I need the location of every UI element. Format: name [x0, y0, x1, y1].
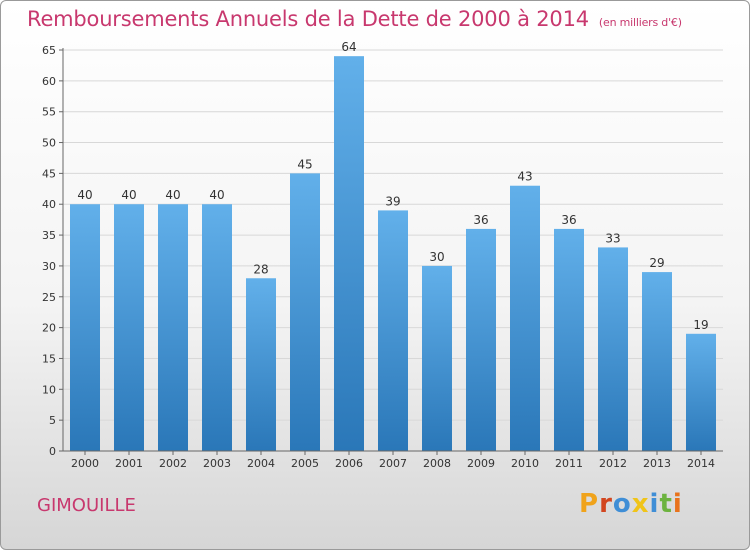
bar-value-label: 40 [121, 188, 136, 202]
y-tick-label: 30 [42, 260, 56, 273]
logo-letter: t [659, 489, 673, 519]
y-tick-label: 55 [42, 106, 56, 119]
y-tick-label: 5 [49, 414, 56, 427]
logo-letter: i [672, 489, 683, 519]
bar-value-label: 45 [297, 157, 312, 171]
x-tick-label: 2001 [115, 457, 143, 470]
x-tick-label: 2004 [247, 457, 275, 470]
logo-letter: i [649, 489, 660, 519]
y-tick-label: 65 [42, 44, 56, 57]
bar [686, 333, 716, 451]
x-tick-label: 2013 [643, 457, 671, 470]
y-tick-label: 25 [42, 291, 56, 304]
bar-value-label: 36 [561, 213, 576, 227]
bar [422, 265, 452, 451]
logo-letter: P [579, 489, 600, 519]
bar [510, 185, 540, 451]
bar [378, 210, 408, 451]
chart-subtitle: (en milliers d'€) [598, 16, 682, 29]
x-tick-label: 2014 [687, 457, 715, 470]
y-tick-label: 20 [42, 322, 56, 335]
bar-value-label: 28 [253, 262, 268, 276]
bar [642, 272, 672, 451]
city-name: GIMOUILLE [37, 495, 136, 516]
logo-letter: o [612, 489, 632, 519]
bar [334, 56, 364, 452]
x-tick-label: 2005 [291, 457, 319, 470]
chart-title: Remboursements Annuels de la Dette de 20… [27, 7, 682, 31]
bar [290, 173, 320, 451]
bar [598, 247, 628, 451]
y-tick-label: 45 [42, 167, 56, 180]
bar-value-label: 36 [473, 213, 488, 227]
bar-value-label: 19 [693, 318, 708, 332]
bar [202, 204, 232, 451]
y-tick-label: 10 [42, 383, 56, 396]
x-tick-label: 2010 [511, 457, 539, 470]
bar-value-label: 30 [429, 250, 444, 264]
y-tick-label: 50 [42, 137, 56, 150]
title-text: Remboursements Annuels de la Dette de 20… [27, 7, 589, 31]
bars: 40 40 40 40 28 45 64 39 30 36 43 36 33 29 19 [70, 40, 716, 452]
y-tick-label: 0 [49, 445, 56, 458]
y-tick-label: 15 [42, 352, 56, 365]
x-tick-label: 2011 [555, 457, 583, 470]
x-tick-label: 2003 [203, 457, 231, 470]
bar-value-label: 40 [209, 188, 224, 202]
x-tick-label: 2008 [423, 457, 451, 470]
x-tick-label: 2012 [599, 457, 627, 470]
bar-value-label: 33 [605, 231, 620, 245]
bar-value-label: 40 [77, 188, 92, 202]
x-tick-label: 2006 [335, 457, 363, 470]
x-tick-label: 2002 [159, 457, 187, 470]
bar [554, 228, 584, 451]
bar-value-label: 40 [165, 188, 180, 202]
y-tick-label: 35 [42, 229, 56, 242]
logo-letter: r [599, 489, 613, 519]
axes: 0 5 10 15 20 25 30 35 40 45 50 55 60 65 2000 2001 2002 20… [42, 44, 723, 470]
bar [246, 278, 276, 451]
y-tick-label: 60 [42, 75, 56, 88]
x-tick-label: 2009 [467, 457, 495, 470]
proxiti-logo: Proxiti [579, 489, 683, 519]
bar-value-label: 39 [385, 194, 400, 208]
y-tick-label: 40 [42, 198, 56, 211]
bar [70, 204, 100, 451]
x-tick-label: 2000 [71, 457, 99, 470]
bar-value-label: 29 [649, 256, 664, 270]
x-tick-label: 2007 [379, 457, 407, 470]
bar [158, 204, 188, 451]
bar [466, 228, 496, 451]
bar [114, 204, 144, 451]
bar-value-label: 64 [341, 40, 356, 54]
bar-value-label: 43 [517, 170, 532, 184]
logo-letter: x [631, 489, 650, 519]
